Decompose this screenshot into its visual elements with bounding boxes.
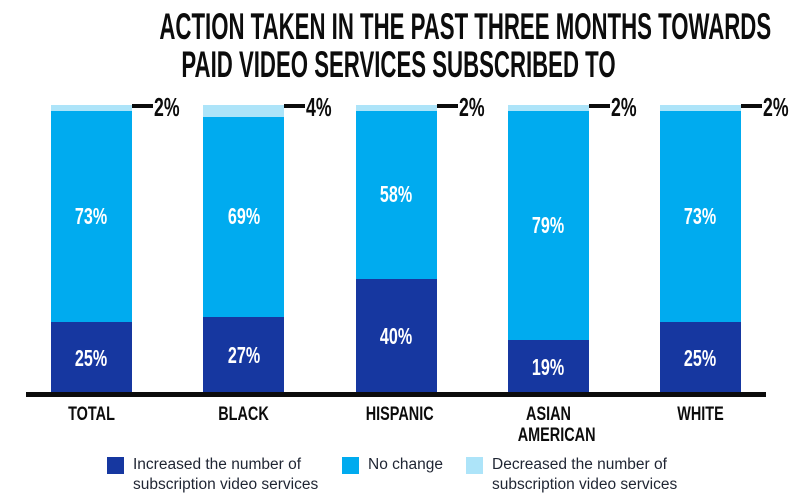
callout: 2%	[436, 92, 497, 122]
callout-tick-line	[588, 104, 610, 108]
callout-tick-line	[132, 104, 153, 108]
bar-value-label: 69%	[227, 203, 260, 230]
category-label-black: BLACK	[213, 404, 275, 446]
bar-value-label: 19%	[532, 353, 565, 380]
bar-segment-decreased	[660, 105, 741, 111]
bar-value-label: 73%	[75, 203, 108, 230]
bar-segment-no-change: 79%	[507, 110, 589, 340]
bar-value-label: 79%	[532, 211, 565, 238]
chart-title: ACTION TAKEN IN THE PAST THREE MONTHS TO…	[159, 6, 772, 85]
bar-segment-no-change: 73%	[660, 110, 741, 323]
callout-tick-line	[741, 104, 762, 108]
bar-value-label: 25%	[684, 345, 717, 372]
callout-tick-line	[284, 104, 306, 108]
bar-black: 69% 27% 4%	[203, 93, 332, 395]
legend-label-line: subscription video services	[492, 476, 678, 493]
category-labels: TOTAL BLACK HISPANIC ASIAN AMERICAN WHITE	[51, 404, 741, 446]
bar-segment-increased: 27%	[203, 316, 285, 395]
legend: Increased the number of subscription vide…	[0, 455, 797, 503]
category-label-line: AMERICAN	[517, 425, 596, 446]
callout-label: 2%	[610, 92, 637, 122]
category-label-asian-american: ASIAN AMERICAN	[517, 404, 596, 446]
category-label-line: TOTAL	[68, 404, 115, 425]
bar-value-label: 25%	[75, 345, 108, 372]
bar-segment-no-change: 69%	[203, 116, 285, 317]
bar-value-label: 27%	[227, 342, 260, 369]
category-label-line: BLACK	[218, 404, 270, 425]
bars-container: 73% 25% 2% 69% 27% 4% 58% 40% 2% 79% 19% 2% 73% 25% 2%	[51, 93, 789, 395]
bar-segment-decreased	[355, 105, 437, 111]
x-axis-line	[26, 392, 766, 397]
category-label-line: ASIAN	[525, 404, 571, 425]
legend-label: Decreased the number of subscription vide…	[492, 455, 677, 495]
legend-label-line: Increased the number of	[133, 456, 302, 473]
category-label-total: TOTAL	[61, 404, 123, 446]
bar-segment-no-change: 73%	[51, 110, 132, 323]
legend-item-decreased: Decreased the number of subscription vide…	[466, 455, 677, 495]
callout-label: 4%	[306, 92, 332, 122]
category-label-line: HISPANIC	[365, 404, 434, 425]
callout-label: 2%	[458, 92, 485, 122]
legend-item-no-change: No change	[342, 455, 443, 475]
legend-swatch-decreased	[466, 457, 483, 474]
bar-white: 73% 25% 2%	[660, 93, 789, 395]
bar-asian-american: 79% 19% 2%	[507, 93, 636, 395]
bar-segment-increased: 40%	[355, 278, 437, 395]
category-label-line: WHITE	[677, 404, 724, 425]
bar-segment-decreased	[51, 105, 132, 111]
bar-hispanic: 58% 40% 2%	[355, 93, 484, 395]
bar-segment-decreased	[203, 105, 285, 117]
legend-label: Increased the number of subscription vide…	[133, 455, 318, 495]
chart-title-line1: ACTION TAKEN IN THE PAST THREE MONTHS TO…	[159, 6, 772, 47]
callout: 2%	[132, 92, 192, 122]
callout: 2%	[588, 92, 649, 122]
callout: 4%	[284, 92, 344, 122]
bar-segment-increased: 25%	[660, 322, 741, 395]
callout-tick-line	[436, 104, 458, 108]
chart-title-line2: PAID VIDEO SERVICES SUBSCRIBED TO	[181, 44, 616, 85]
callout-label: 2%	[763, 92, 789, 122]
legend-swatch-increased	[107, 457, 124, 474]
bar-value-label: 40%	[379, 323, 413, 350]
legend-item-increased: Increased the number of subscription vide…	[107, 455, 318, 495]
bar-value-label: 73%	[684, 203, 717, 230]
bar-segment-increased: 19%	[507, 339, 589, 395]
category-label-white: WHITE	[670, 404, 732, 446]
callout-label: 2%	[154, 92, 180, 122]
bar-segment-no-change: 58%	[355, 110, 437, 279]
legend-label: No change	[368, 455, 443, 475]
legend-label-line: Decreased the number of	[492, 456, 667, 473]
legend-swatch-no-change	[342, 457, 359, 474]
legend-label-line: subscription video services	[133, 476, 319, 493]
category-label-hispanic: HISPANIC	[365, 404, 434, 446]
bar-value-label: 58%	[379, 181, 413, 208]
callout: 2%	[741, 92, 797, 122]
legend-label-line: No change	[368, 456, 443, 473]
bar-segment-increased: 25%	[51, 322, 132, 395]
bar-total: 73% 25% 2%	[51, 93, 180, 395]
bar-segment-decreased	[507, 105, 589, 111]
